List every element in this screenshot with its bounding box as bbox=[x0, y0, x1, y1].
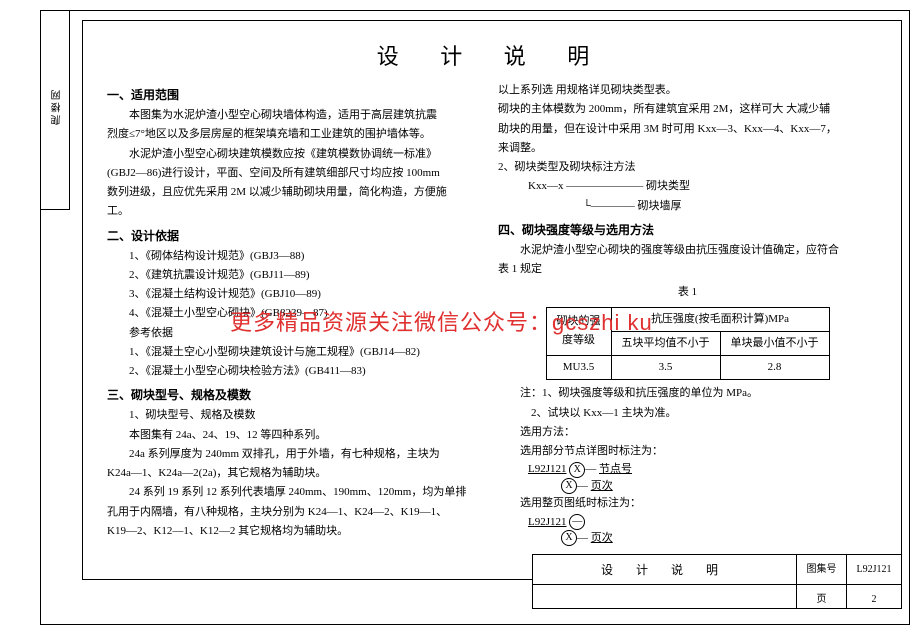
diagram-code: L92J121 bbox=[528, 516, 567, 528]
table-caption: 表 1 bbox=[498, 283, 877, 302]
callout-diagram-1: L92J121 X— 节点号 X— 页次 bbox=[528, 461, 877, 494]
section-3-heading: 三、砌块型号、规格及模数 bbox=[107, 385, 486, 406]
para: 水泥炉渣小型空心砌块的强度等级由抗压强度设计值确定，应符合 bbox=[498, 241, 877, 260]
table-note: 注：1、砌块强度等级和抗压强度的单位为 MPa。 bbox=[498, 384, 877, 403]
para: 烈度≤7°地区以及多层房屋的框架填充墙和工业建筑的围护墙体等。 bbox=[107, 125, 486, 144]
page-title: 设 计 说 明 bbox=[83, 21, 901, 81]
table-cell: 单块最小值不小于 bbox=[720, 331, 829, 355]
para: 助块的用量，但在设计中采用 3M 时可用 Kxx—3、Kxx—4、Kxx—7， bbox=[498, 120, 877, 139]
para: 选用部分节点详图时标注为： bbox=[498, 442, 877, 461]
page-number: 2 bbox=[846, 585, 901, 609]
circle-icon: X bbox=[569, 462, 585, 478]
title-block-row: 页 2 bbox=[533, 585, 901, 609]
para: 来调整。 bbox=[498, 139, 877, 158]
list-item: 1、《砌体结构设计规范》(GBJ3—88) bbox=[107, 247, 486, 266]
title-block-row: 设 计 说 明 图集号 L92J121 bbox=[533, 555, 901, 585]
list-item: 2、《混凝土小型空心砌块检验方法》(GB411—83) bbox=[107, 362, 486, 381]
table-row: 砌块的强度等级 抗压强度(按毛面积计算)MPa bbox=[546, 307, 829, 331]
usage-heading: 选用方法： bbox=[498, 423, 877, 442]
callout-diagram-2: L92J121 — X— 页次 bbox=[528, 514, 877, 547]
table-row: MU3.5 3.5 2.8 bbox=[546, 356, 829, 380]
circle-icon: X bbox=[561, 530, 577, 546]
binding-margin: 爬 楼 网 bbox=[40, 10, 70, 210]
para: 本图集有 24a、24、19、12 等四种系列。 bbox=[107, 426, 486, 445]
body-content: 一、适用范围 本图集为水泥炉渣小型空心砌块墙体构造，适用于高层建筑抗震 烈度≤7… bbox=[83, 81, 901, 547]
table-cell: 3.5 bbox=[611, 356, 720, 380]
set-number-label: 图集号 bbox=[796, 555, 846, 584]
table-cell: 抗压强度(按毛面积计算)MPa bbox=[611, 307, 829, 331]
para: 表 1 规定 bbox=[498, 260, 877, 279]
circle-icon: X bbox=[561, 478, 577, 494]
table-cell: 2.8 bbox=[720, 356, 829, 380]
diagram-label: 节点号 bbox=[599, 463, 632, 475]
para: 以上系列选 用规格详见砌块类型表。 bbox=[498, 81, 877, 100]
left-column: 一、适用范围 本图集为水泥炉渣小型空心砌块墙体构造，适用于高层建筑抗震 烈度≤7… bbox=[101, 81, 492, 547]
diagram-label: 页次 bbox=[591, 532, 613, 544]
list-item: 2、《建筑抗震设计规范》(GBJ11—89) bbox=[107, 266, 486, 285]
para: 水泥炉渣小型空心砌块建筑模数应按《建筑模数协调统一标准》 bbox=[107, 145, 486, 164]
table-cell: 砌块的强度等级 bbox=[546, 307, 611, 356]
list-item: 4、《混凝土小型空心砌块》(GB8239—87) bbox=[107, 304, 486, 323]
section-4-heading: 四、砌块强度等级与选用方法 bbox=[498, 220, 877, 241]
diagram-label: 页次 bbox=[591, 480, 613, 492]
para: 选用整页图纸时标注为： bbox=[498, 494, 877, 513]
section-2-heading: 二、设计依据 bbox=[107, 226, 486, 247]
right-column: 以上系列选 用规格详见砌块类型表。 砌块的主体模数为 200mm，所有建筑宜采用… bbox=[492, 81, 883, 547]
para: 砌块的主体模数为 200mm，所有建筑宜采用 2M，这样可大 大减少辅 bbox=[498, 100, 877, 119]
para: 24 系列 19 系列 12 系列代表墙厚 240mm、190mm、120mm，… bbox=[107, 483, 486, 502]
spacer bbox=[533, 585, 796, 609]
strength-table: 砌块的强度等级 抗压强度(按毛面积计算)MPa 五块平均值不小于 单块最小值不小… bbox=[546, 307, 830, 381]
para: (GBJ2—86)进行设计，平面、空间及所有建筑细部尺寸均应按 100mm bbox=[107, 164, 486, 183]
notation-line: └———— 砌块墙厚 bbox=[528, 197, 877, 216]
side-label: 爬 楼 网 bbox=[50, 90, 65, 125]
para: 数列进级，且应优先采用 2M 以减少辅助砌块用量，简化构造，方便施 bbox=[107, 183, 486, 202]
drawing-frame: 设 计 说 明 一、适用范围 本图集为水泥炉渣小型空心砌块墙体构造，适用于高层建… bbox=[82, 20, 902, 580]
table-cell: MU3.5 bbox=[546, 356, 611, 380]
title-block: 设 计 说 明 图集号 L92J121 页 2 bbox=[532, 554, 902, 609]
para: K19—2、K12—1、K12—2 其它规格均为辅助块。 bbox=[107, 522, 486, 541]
footer-title: 设 计 说 明 bbox=[533, 555, 796, 584]
notation-line: Kxx—x ——————— 砌块类型 bbox=[528, 177, 877, 196]
para: 孔用于内隔墙，有八种规格，主块分别为 K24—1、K24—2、K19—1、 bbox=[107, 503, 486, 522]
para: 本图集为水泥炉渣小型空心砌块墙体构造，适用于高层建筑抗震 bbox=[107, 106, 486, 125]
list-item: 3、《混凝土结构设计规范》(GBJ10—89) bbox=[107, 285, 486, 304]
set-number-value: L92J121 bbox=[846, 555, 901, 584]
page-label: 页 bbox=[796, 585, 846, 609]
diagram-code: L92J121 bbox=[528, 463, 567, 475]
para: K24a—1、K24a—2(2a)，其它规格为辅助块。 bbox=[107, 464, 486, 483]
para: 24a 系列厚度为 240mm 双排孔，用于外墙，有七种规格，主块为 bbox=[107, 445, 486, 464]
ref-heading: 参考依据 bbox=[107, 324, 486, 343]
list-item: 2、砌块类型及砌块标注方法 bbox=[498, 158, 877, 177]
list-item: 1、砌块型号、规格及模数 bbox=[107, 406, 486, 425]
table-note: 2、试块以 Kxx—1 主块为准。 bbox=[498, 404, 877, 423]
section-1-heading: 一、适用范围 bbox=[107, 85, 486, 106]
circle-icon: — bbox=[569, 514, 585, 530]
table-cell: 五块平均值不小于 bbox=[611, 331, 720, 355]
list-item: 1、《混凝土空心小型砌块建筑设计与施工规程》(GBJ14—82) bbox=[107, 343, 486, 362]
para: 工。 bbox=[107, 202, 486, 221]
